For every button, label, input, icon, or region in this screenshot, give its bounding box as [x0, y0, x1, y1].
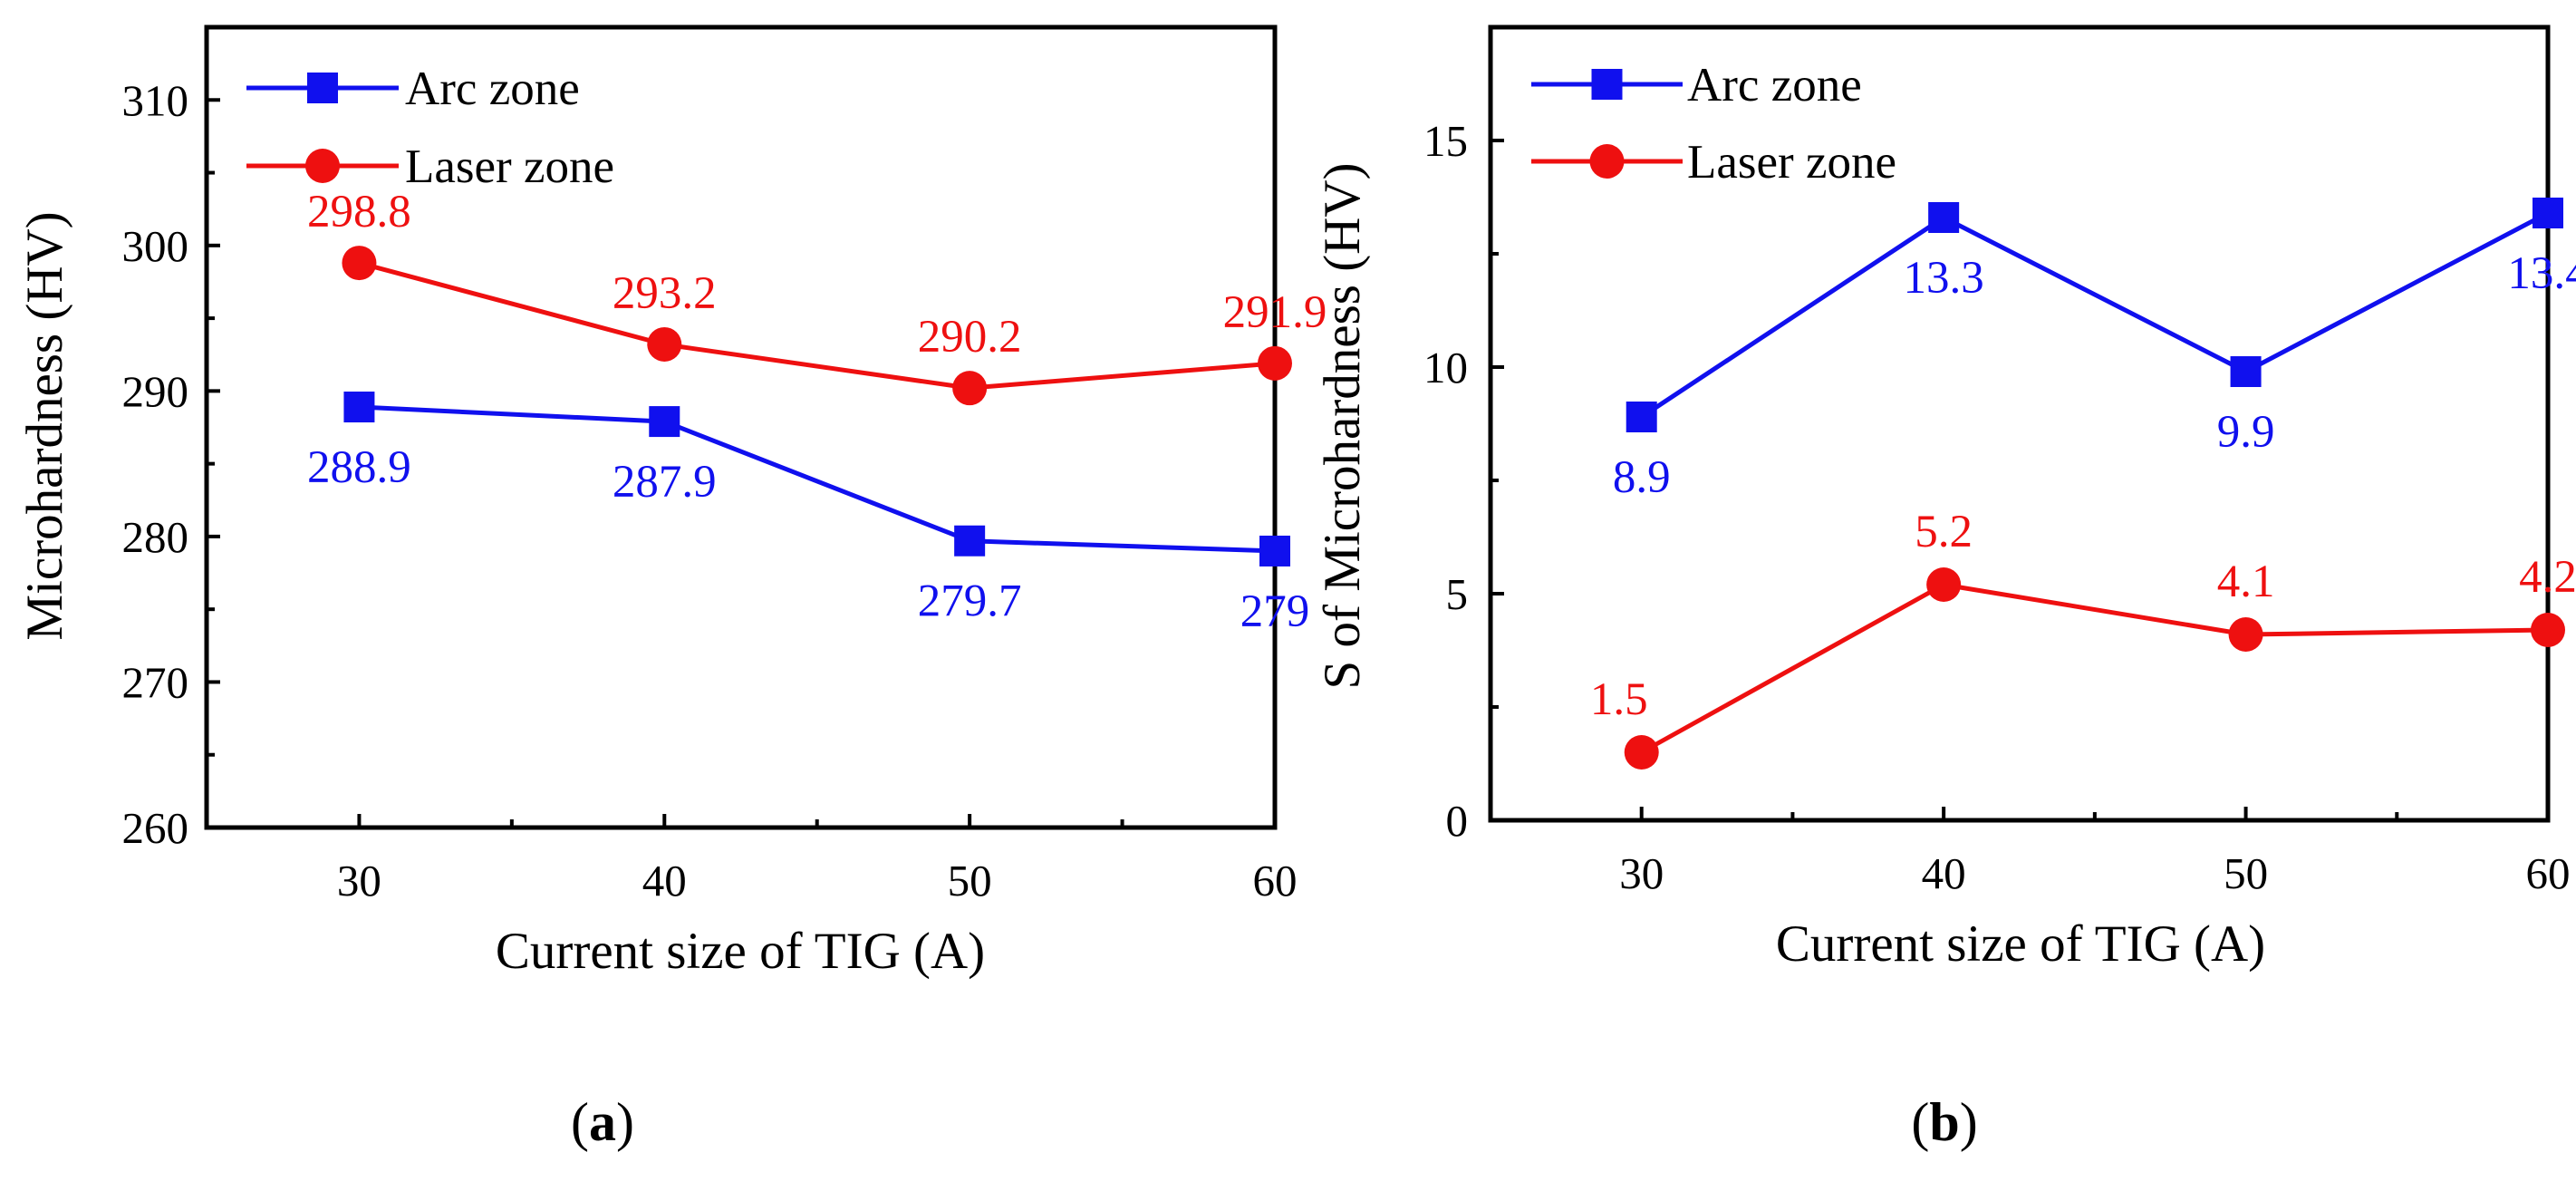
legend-label-arc-zone: Arc zone	[1687, 59, 1862, 111]
series-line-laser-zone	[1640, 582, 2549, 755]
y-tick-label: 10	[1423, 343, 1468, 392]
y-tick-label: 280	[122, 512, 189, 562]
y-tick-label: 15	[1423, 116, 1468, 166]
data-point-laser-zone	[342, 246, 377, 281]
x-tick-label: 50	[2224, 848, 2268, 898]
y-axis-label: Microhardness (HV)	[16, 211, 73, 640]
x-tick-label: 40	[642, 856, 687, 905]
x-tick-label: 30	[337, 856, 381, 905]
data-point-arc-zone	[649, 406, 680, 438]
data-point-arc-zone	[2230, 356, 2262, 387]
data-label-laser-zone: 5.2	[1915, 507, 1973, 557]
y-tick-label: 270	[122, 657, 189, 707]
legend-marker-laser-zone	[305, 149, 340, 183]
data-point-arc-zone	[1626, 402, 1657, 432]
plot-frame	[1488, 24, 2551, 823]
legend-marker-arc-zone	[307, 73, 338, 103]
caption-letter: b	[1929, 1092, 1959, 1152]
data-label-arc-zone: 279	[1240, 586, 1310, 637]
panel-caption: (b)	[1911, 1092, 1977, 1152]
series-line-laser-zone	[358, 260, 1276, 391]
data-point-arc-zone	[343, 392, 375, 423]
caption-letter: a	[589, 1092, 616, 1152]
x-axis-label: Current size of TIG (A)	[496, 923, 985, 980]
chart-panel-b: 30 40 50 60 0 5 10 15 Current size of TIG (A) S o…	[1314, 24, 2576, 1152]
data-label-laser-zone: 290.2	[918, 312, 1022, 363]
plot-frame	[204, 24, 1278, 830]
data-label-arc-zone: 288.9	[307, 442, 411, 493]
legend-marker-arc-zone	[1591, 69, 1623, 100]
legend-label-arc-zone: Arc zone	[405, 63, 580, 115]
x-tick-label: 30	[1619, 848, 1664, 898]
data-point-laser-zone	[2228, 617, 2263, 652]
series-line-arc-zone	[359, 404, 1276, 554]
data-point-laser-zone	[1624, 735, 1659, 770]
data-label-laser-zone: 1.5	[1590, 674, 1648, 725]
data-point-arc-zone	[1259, 535, 1290, 566]
data-point-arc-zone	[954, 525, 986, 557]
data-point-laser-zone	[647, 326, 682, 362]
x-tick-label: 60	[1253, 856, 1298, 905]
x-tick-label: 60	[2526, 848, 2571, 898]
y-tick-label: 0	[1446, 796, 1469, 846]
legend-label-laser-zone: Laser zone	[405, 140, 614, 193]
x-axis-label: Current size of TIG (A)	[1776, 915, 2265, 973]
caption-paren-close: )	[1960, 1092, 1978, 1152]
data-label-laser-zone: 293.2	[613, 268, 717, 319]
legend-label-laser-zone: Laser zone	[1687, 136, 1896, 189]
data-label-arc-zone: 13.4	[2507, 248, 2576, 299]
data-point-laser-zone	[1926, 567, 1962, 602]
data-point-laser-zone	[2531, 613, 2565, 647]
data-label-arc-zone: 9.9	[2217, 407, 2275, 458]
data-label-laser-zone: 291.9	[1223, 287, 1327, 338]
y-tick-label: 290	[122, 366, 189, 416]
y-tick-label: 310	[122, 75, 189, 125]
data-point-laser-zone	[952, 371, 988, 406]
x-tick-label: 40	[1922, 848, 1966, 898]
data-point-arc-zone	[1928, 202, 1960, 233]
data-label-arc-zone: 13.3	[1904, 253, 1984, 304]
data-label-laser-zone: 4.2	[2519, 552, 2576, 603]
data-label-laser-zone: 298.8	[307, 187, 411, 237]
data-label-laser-zone: 4.1	[2217, 557, 2275, 607]
data-label-arc-zone: 8.9	[1613, 452, 1671, 503]
caption-paren-open: (	[571, 1092, 589, 1152]
y-axis-label: S of Microhardness (HV)	[1314, 163, 1371, 690]
y-tick-label: 260	[122, 803, 189, 853]
legend-marker-laser-zone	[1589, 144, 1625, 179]
caption-paren-open: (	[1911, 1092, 1929, 1152]
series-line-arc-zone	[1640, 210, 2550, 420]
data-point-laser-zone	[1258, 345, 1292, 381]
data-label-arc-zone: 287.9	[613, 457, 717, 508]
data-point-arc-zone	[2533, 198, 2563, 228]
caption-paren-close: )	[616, 1092, 634, 1152]
chart-panel-a: 30 40 50 60 260 270 280 290 300 310 Current size o…	[16, 24, 1327, 1152]
y-tick-label: 300	[122, 221, 189, 271]
x-tick-label: 50	[948, 856, 992, 905]
y-tick-label: 5	[1446, 569, 1469, 619]
data-label-arc-zone: 279.7	[918, 576, 1022, 627]
panel-caption: (a)	[571, 1092, 634, 1152]
